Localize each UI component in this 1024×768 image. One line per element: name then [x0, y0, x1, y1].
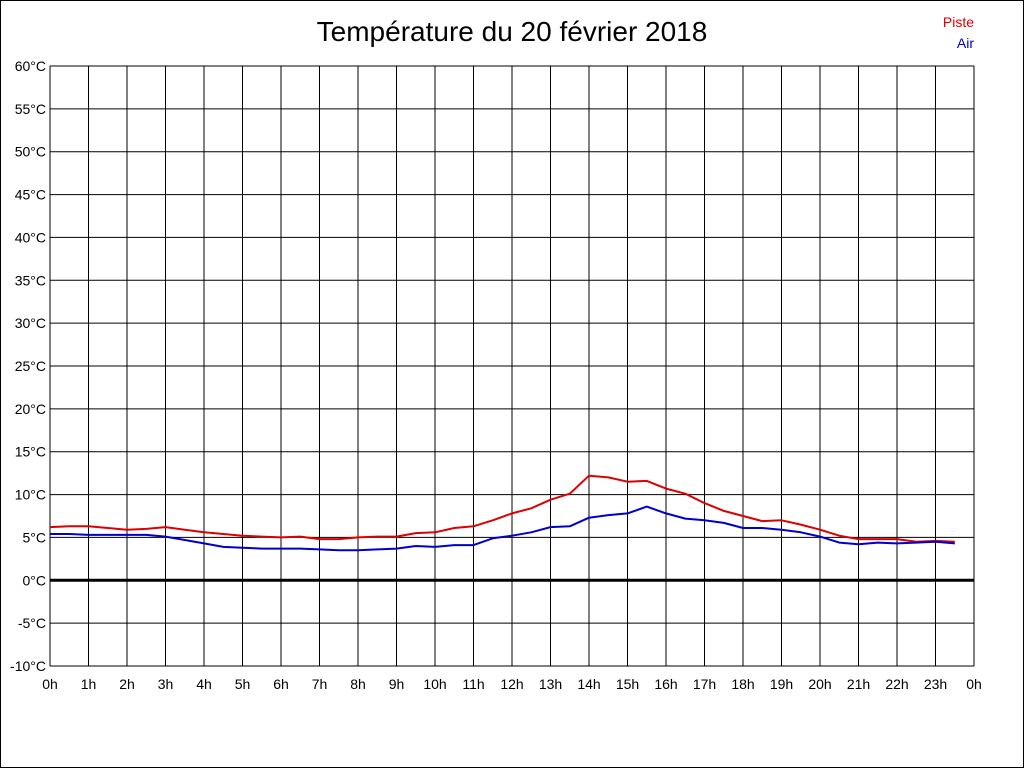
y-tick-label: 50°C: [15, 144, 46, 160]
series-line-piste: [49, 474, 955, 543]
x-tick-label: 9h: [389, 676, 405, 692]
y-tick-label: 25°C: [15, 358, 46, 374]
x-tick-label: 21h: [847, 676, 870, 692]
x-tick-label: 4h: [196, 676, 212, 692]
x-tick-label: 19h: [770, 676, 793, 692]
legend-entry-piste: Piste: [942, 14, 974, 30]
x-tick-label: 3h: [158, 676, 174, 692]
legend-entry-air: Air: [956, 35, 974, 51]
x-tick-label: 1h: [81, 676, 97, 692]
x-tick-label: 0h: [42, 676, 58, 692]
y-tick-label: 10°C: [15, 487, 46, 503]
x-tick-label: 11h: [462, 676, 484, 692]
y-tick-label: 60°C: [15, 58, 46, 74]
x-tick-label: 18h: [731, 676, 754, 692]
y-tick-label: 5°C: [23, 529, 47, 545]
x-tick-label: 5h: [235, 676, 251, 692]
x-tick-label: 12h: [500, 676, 523, 692]
x-tick-label: 6h: [273, 676, 289, 692]
y-tick-label: 30°C: [15, 315, 46, 331]
y-tick-label: -5°C: [18, 615, 46, 631]
y-tick-label: 0°C: [23, 572, 47, 588]
x-tick-label: 20h: [808, 676, 831, 692]
x-tick-label: 2h: [119, 676, 135, 692]
legend: Piste Air: [943, 12, 974, 54]
x-tick-label: 13h: [539, 676, 562, 692]
y-tick-label: 55°C: [15, 101, 46, 117]
x-tick-label: 0h: [966, 676, 982, 692]
x-tick-label: 7h: [312, 676, 328, 692]
x-tick-label: 17h: [693, 676, 716, 692]
x-tick-label: 14h: [577, 676, 600, 692]
x-tick-label: 8h: [350, 676, 366, 692]
y-tick-label: 15°C: [15, 444, 46, 460]
y-tick-label: 45°C: [15, 187, 46, 203]
y-tick-label: 35°C: [15, 272, 46, 288]
series-line-air: [50, 505, 955, 552]
y-tick-label: -10°C: [10, 658, 46, 674]
x-tick-label: 10h: [423, 676, 446, 692]
y-tick-label: 40°C: [15, 229, 46, 245]
x-tick-label: 15h: [616, 676, 639, 692]
chart-title: Température du 20 février 2018: [316, 16, 708, 47]
x-tick-label: 22h: [885, 676, 908, 692]
x-tick-label: 23h: [924, 676, 947, 692]
x-tick-label: 16h: [654, 676, 677, 692]
y-tick-label: 20°C: [15, 401, 46, 417]
